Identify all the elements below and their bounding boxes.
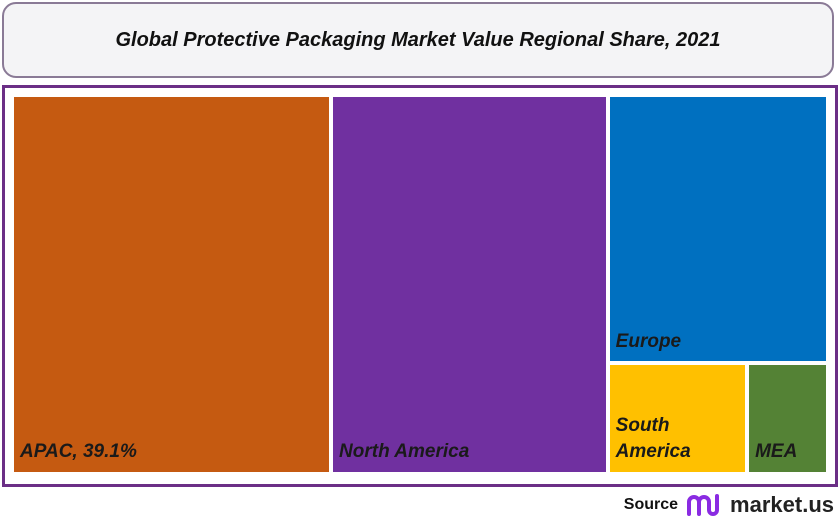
source-label: Source xyxy=(623,496,679,513)
title-box: Global Protective Packaging Market Value… xyxy=(2,2,834,78)
cell-label: APAC, 39.1% xyxy=(20,441,137,463)
treemap-cell: MEA xyxy=(747,363,828,474)
brand-name: market.us xyxy=(730,492,834,517)
cell-label: South America xyxy=(615,414,691,463)
treemap-cell: North America xyxy=(331,95,608,474)
chart-frame xyxy=(2,85,838,487)
treemap-cell: Europe xyxy=(607,95,828,364)
cell-label: North America xyxy=(339,441,470,463)
plot-area: APAC, 39.1% North America Europe South Amer… xyxy=(12,95,828,474)
treemap-cell: APAC, 39.1% xyxy=(12,95,332,474)
chart-title: Global Protective Packaging Market Value… xyxy=(115,28,721,51)
cell-label: MEA xyxy=(755,441,798,463)
treemap-cell: South America xyxy=(607,363,748,474)
cell-label: Europe xyxy=(615,330,682,352)
footer: Source market.us xyxy=(624,490,834,520)
brand-logo xyxy=(687,494,720,516)
